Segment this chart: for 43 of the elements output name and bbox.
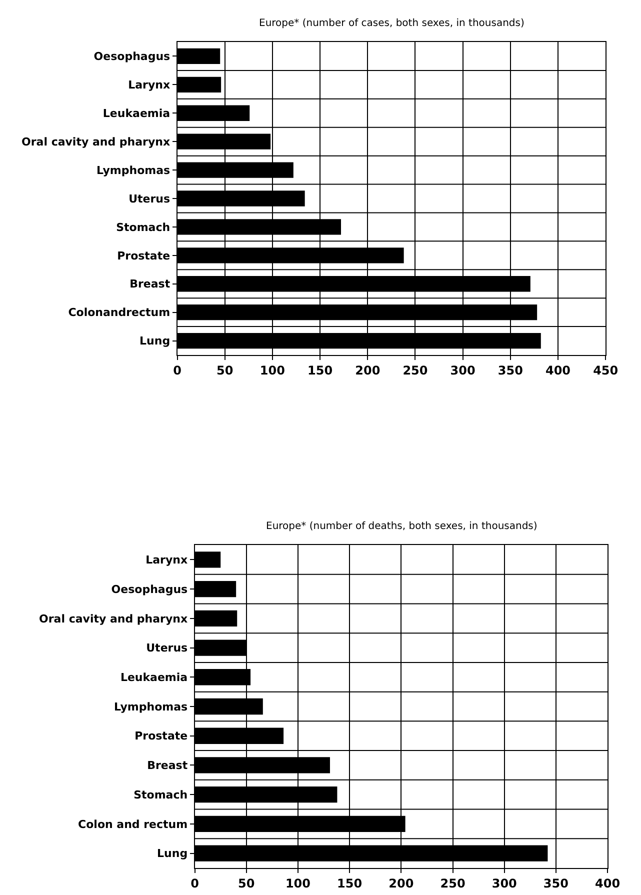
- y-tick-label: Breast: [147, 759, 188, 772]
- y-tick-label: Breast: [130, 278, 170, 291]
- x-tick-label: 400: [595, 876, 620, 890]
- x-tick-label: 150: [337, 876, 362, 890]
- x-tick-label: 0: [173, 363, 182, 378]
- y-tick-label: Colon and rectum: [78, 818, 188, 831]
- y-tick-label: Oral cavity and pharynx: [22, 135, 170, 148]
- x-tick-label: 250: [440, 876, 466, 890]
- x-tick-label: 350: [498, 363, 523, 378]
- y-tick-label: Oesophagus: [111, 582, 188, 596]
- x-tick-label: 50: [238, 876, 255, 890]
- y-tick-label: Lung: [157, 847, 188, 860]
- x-tick-label: 350: [543, 876, 568, 890]
- y-tick-label: Larynx: [128, 78, 170, 92]
- x-tick-label: 200: [388, 876, 414, 890]
- y-tick-label: Oral cavity and pharynx: [39, 612, 188, 626]
- x-tick-label: 100: [285, 876, 311, 890]
- x-tick-label: 50: [216, 363, 234, 378]
- y-tick-label: Stomach: [116, 220, 170, 234]
- y-tick-label: Stomach: [134, 788, 188, 802]
- x-tick-label: 0: [190, 876, 199, 890]
- x-tick-label: 200: [355, 363, 380, 378]
- x-tick-label: 300: [492, 876, 517, 890]
- y-tick-label: Leukaemia: [120, 670, 188, 684]
- y-tick-label: Prostate: [117, 249, 170, 262]
- x-tick-label: 100: [260, 363, 285, 378]
- y-tick-label: Uterus: [128, 192, 171, 206]
- y-tick-label: Lymphomas: [114, 700, 188, 714]
- y-tick-label: Leukaemia: [102, 106, 170, 120]
- y-tick-label: Oesophagus: [94, 50, 171, 64]
- x-tick-label: 300: [450, 363, 476, 378]
- chart-title: Europe* (number of deaths, both sexes, in thousands): [266, 521, 538, 532]
- x-tick-label: 250: [402, 363, 428, 378]
- y-tick-label: Colonandrectum: [68, 306, 170, 320]
- x-tick-label: 450: [593, 363, 618, 378]
- y-tick-label: Larynx: [146, 554, 188, 567]
- y-tick-label: Lymphomas: [96, 164, 171, 177]
- x-tick-label: 150: [308, 363, 333, 378]
- y-tick-label: Lung: [140, 334, 170, 348]
- y-tick-label: Uterus: [146, 642, 188, 655]
- x-tick-label: 400: [545, 363, 571, 378]
- y-tick-label: Prostate: [134, 730, 188, 743]
- chart-title: Europe* (number of cases, both sexes, in thousands): [259, 18, 524, 29]
